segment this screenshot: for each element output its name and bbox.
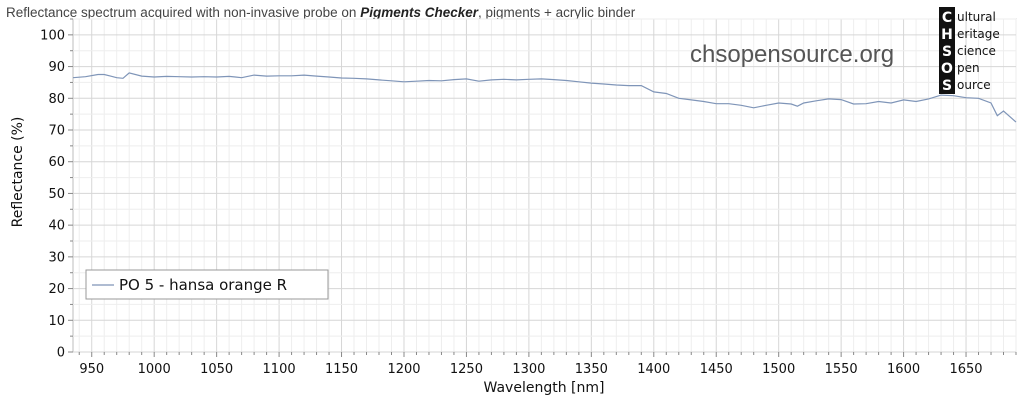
y-tick-label: 10 — [48, 314, 65, 329]
y-tick-label: 0 — [57, 346, 65, 361]
chart-title-suffix: , pigments + acrylic binder — [478, 5, 636, 20]
chart-title-emphasis: Pigments Checker — [360, 5, 479, 20]
legend-label: PO 5 - hansa orange R — [119, 276, 287, 294]
y-tick-label: 20 — [48, 282, 65, 297]
logo-word-science: cience — [957, 44, 996, 58]
y-tick-label: 60 — [48, 155, 65, 170]
chart-title: Reflectance spectrum acquired with non-i… — [6, 5, 636, 20]
logo-letter-h: H — [941, 27, 953, 43]
chart-title-prefix: Reflectance spectrum acquired with non-i… — [6, 5, 360, 20]
x-tick-label: 1650 — [949, 362, 982, 377]
axis-ticks: 950 1000 1050 1100 1150 1200 1250 1300 1350 1400 1… — [40, 18, 1017, 377]
x-tick-label: 1450 — [700, 362, 733, 377]
watermark-site: chsopensource.org — [690, 41, 894, 68]
x-tick-label: 950 — [79, 362, 104, 377]
legend: PO 5 - hansa orange R — [85, 269, 329, 300]
x-tick-label: 1100 — [263, 362, 296, 377]
x-tick-label: 1200 — [387, 362, 420, 377]
logo-word-open: pen — [957, 61, 980, 75]
logo-letter-s2: S — [942, 78, 952, 94]
logo-letter-o: O — [941, 61, 953, 77]
logo-letter-s1: S — [942, 44, 952, 60]
y-tick-label: 40 — [48, 219, 65, 234]
x-tick-label: 1150 — [325, 362, 358, 377]
logo-word-heritage: eritage — [957, 27, 1000, 41]
plot-area — [72, 18, 1017, 353]
x-tick-label: 1550 — [825, 362, 858, 377]
logo-letter-c: C — [942, 10, 952, 26]
x-tick-label: 1600 — [887, 362, 920, 377]
x-tick-label: 1300 — [512, 362, 545, 377]
y-tick-label: 90 — [48, 60, 65, 75]
logo-word-source: ource — [957, 78, 991, 92]
legend-box — [85, 269, 329, 300]
x-tick-label: 1000 — [138, 362, 171, 377]
y-tick-label: 80 — [48, 92, 65, 107]
y-tick-label: 70 — [48, 124, 65, 139]
x-axis-label: Wavelength [nm] — [484, 380, 605, 396]
y-tick-label: 50 — [48, 187, 65, 202]
x-tick-label: 1400 — [637, 362, 670, 377]
x-tick-label: 1500 — [762, 362, 795, 377]
y-axis-label: Reflectance (%) — [10, 117, 26, 228]
grid-lines — [73, 18, 1017, 353]
logo-word-cultural: ultural — [957, 10, 996, 24]
logo-bar — [939, 7, 955, 94]
y-tick-label: 30 — [48, 250, 65, 265]
x-tick-label: 1050 — [200, 362, 233, 377]
x-tick-label: 1350 — [575, 362, 608, 377]
x-tick-label: 1250 — [450, 362, 483, 377]
chsos-logo: C H S O S ultural eritage cience pen our… — [939, 7, 1000, 94]
y-tick-label: 100 — [40, 28, 65, 43]
series-line-po5-hansa-orange-r — [72, 72, 1017, 123]
